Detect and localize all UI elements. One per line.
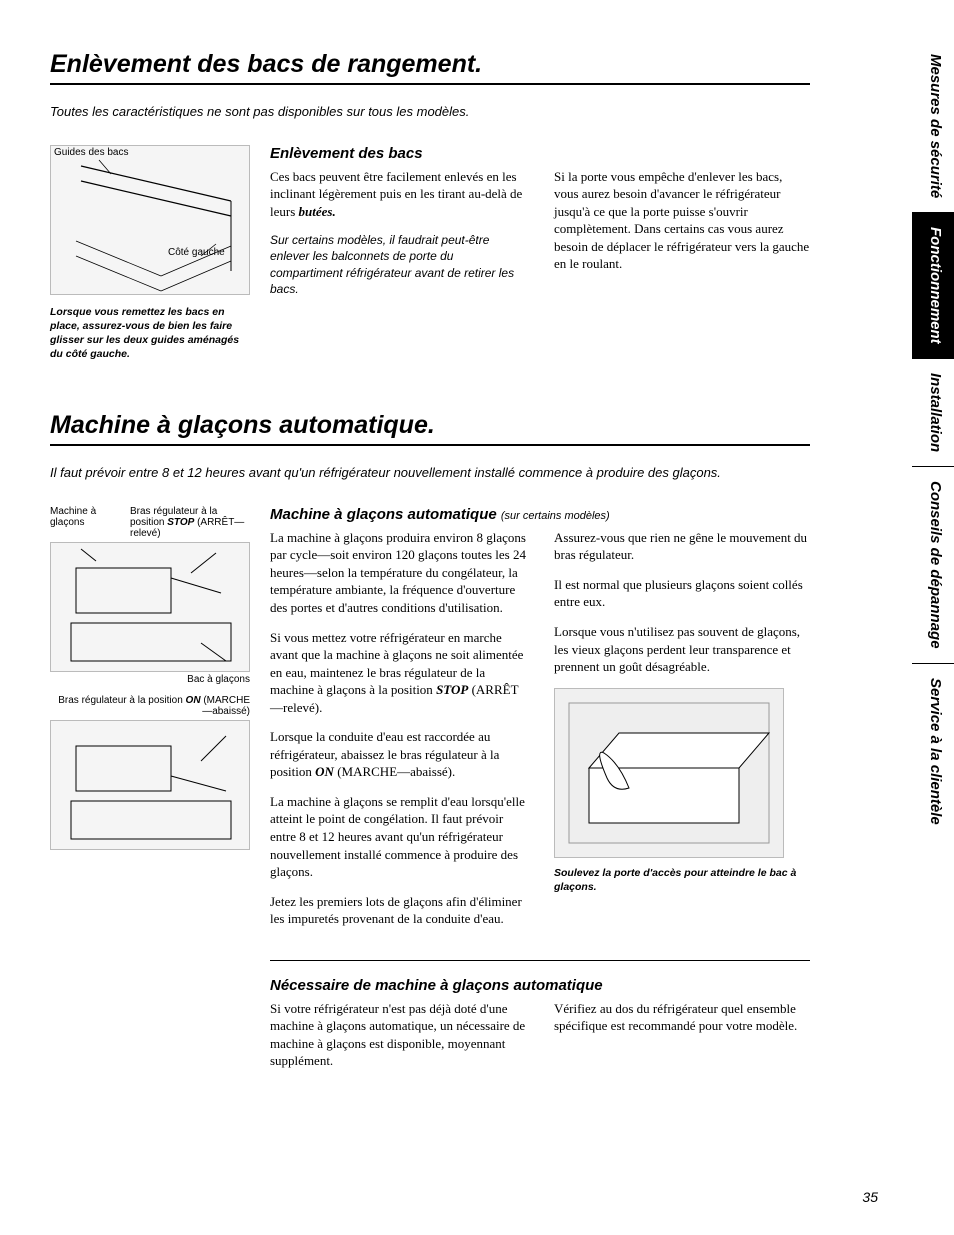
page-content: Enlèvement des bacs de rangement. Toutes… [0, 0, 870, 1122]
s3-c1-p1: Si votre réfrigérateur n'est pas déjà do… [270, 1000, 526, 1070]
s2-c1-p4: La machine à glaçons se remplit d'eau lo… [270, 793, 526, 881]
s2-c2-p2: Il est normal que plusieurs glaçons soie… [554, 576, 810, 611]
fig-label-machine: Machine à glaçons [50, 506, 120, 539]
fig-label-arm-stop: Bras régulateur à la position STOP (ARRÊ… [130, 506, 250, 539]
tab-depannage[interactable]: Conseils de dépannage [912, 467, 954, 664]
section3: Nécessaire de machine à glaçons automati… [270, 960, 810, 1082]
s3-c2-p1: Vérifiez au dos du réfrigérateur quel en… [554, 1000, 810, 1035]
section1-text-column: Enlèvement des bacs Ces bacs peuvent êtr… [270, 145, 810, 362]
access-door-caption: Soulevez la porte d'accès pour atteindre… [554, 866, 810, 894]
access-door-illustration [554, 688, 784, 858]
section2-body: Machine à glaçons Bras régulateur à la p… [50, 506, 810, 1082]
s2-c1-p1: La machine à glaçons produira environ 8 … [270, 529, 526, 617]
icemaker-on-illustration [50, 720, 250, 850]
s2-c1-p2: Si vous mettez votre réfrigérateur en ma… [270, 629, 526, 717]
section1-title: Enlèvement des bacs de rangement. [50, 50, 810, 85]
section1-figure-column: Guides des bacs Côté gauche Lorsque vous… [50, 145, 250, 362]
tab-securite[interactable]: Mesures de sécurité [912, 40, 954, 213]
page-number: 35 [862, 1189, 878, 1205]
fig-label-arm-on: Bras régulateur à la position ON (MARCHE… [50, 695, 250, 717]
side-nav-tabs: Mesures de sécurité Fonctionnement Insta… [912, 40, 954, 838]
s2-c1-p5: Jetez les premiers lots de glaçons afin … [270, 893, 526, 928]
drawer-guides-illustration [50, 145, 250, 295]
s2-c2-p1: Assurez-vous que rien ne gêne le mouveme… [554, 529, 810, 564]
fig-label-bin: Bac à glaçons [50, 674, 250, 685]
section2-intro: Il faut prévoir entre 8 et 12 heures ava… [50, 464, 810, 482]
s1-c1-p2: Sur certains modèles, il faudrait peut-ê… [270, 232, 526, 297]
section2-text-column: Machine à glaçons automatique (sur certa… [270, 506, 810, 1082]
icemaker-stop-illustration [50, 542, 250, 672]
s1-c2-p1: Si la porte vous empêche d'enlever les b… [554, 168, 810, 273]
section2-title: Machine à glaçons automatique. [50, 411, 810, 446]
section2-figure-column: Machine à glaçons Bras régulateur à la p… [50, 506, 250, 1082]
tab-service[interactable]: Service à la clientèle [912, 664, 954, 839]
s2-c2-p3: Lorsque vous n'utilisez pas souvent de g… [554, 623, 810, 676]
section2-subtitle: Machine à glaçons automatique (sur certa… [270, 506, 810, 523]
section1-subtitle: Enlèvement des bacs [270, 145, 810, 162]
section1-intro: Toutes les caractéristiques ne sont pas … [50, 103, 810, 121]
s1-c1-p1: Ces bacs peuvent être facilement enlevés… [270, 168, 526, 221]
fig-label-side: Côté gauche [168, 247, 225, 258]
section3-subtitle: Nécessaire de machine à glaçons automati… [270, 977, 810, 994]
tab-installation[interactable]: Installation [912, 359, 954, 467]
fig-label-guides: Guides des bacs [54, 147, 129, 158]
section1-body: Guides des bacs Côté gauche Lorsque vous… [50, 145, 810, 362]
section1-figure-caption: Lorsque vous remettez les bacs en place,… [50, 305, 250, 362]
tab-fonctionnement[interactable]: Fonctionnement [912, 213, 954, 359]
s2-c1-p3: Lorsque la conduite d'eau est raccordée … [270, 728, 526, 781]
